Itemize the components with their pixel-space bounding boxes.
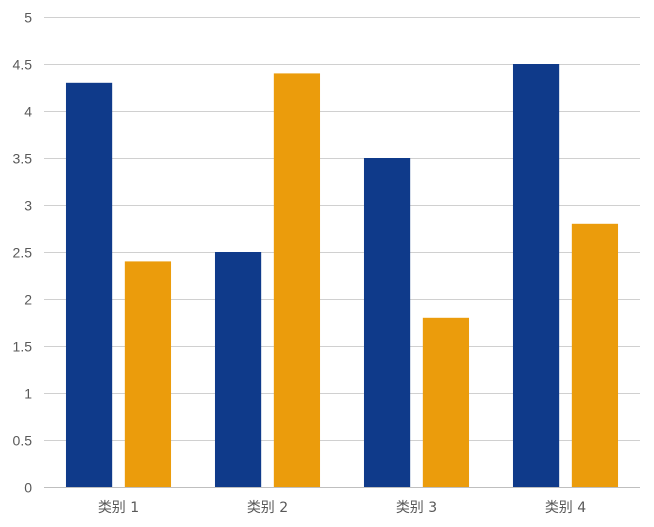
bar-series-2-category-4	[571, 223, 619, 488]
y-tick-label: 0.5	[13, 433, 33, 449]
y-tick-label: 4.5	[13, 57, 33, 73]
y-tick-label: 0	[24, 480, 32, 496]
x-category-label: 类别 4	[545, 500, 586, 516]
x-category-label: 类别 1	[98, 500, 139, 516]
y-tick-label: 2.5	[13, 245, 33, 261]
y-axis-tick-labels: 0 0.5 1 1.5 2 2.5 3 3.5 4 4.5 5	[13, 10, 33, 496]
y-tick-label: 2	[24, 292, 32, 308]
bar-series-1-category-2	[214, 252, 262, 487]
x-category-label: 类别 2	[247, 500, 288, 516]
bar-series-1-category-3	[363, 158, 411, 487]
y-tick-label: 3	[24, 198, 32, 214]
bar-series-1-category-1	[65, 82, 113, 488]
x-category-label: 类别 3	[396, 500, 437, 516]
y-tick-label: 3.5	[13, 151, 33, 167]
bar-series-2-category-3	[422, 317, 470, 487]
x-axis-category-labels: 类别 1 类别 2 类别 3 类别 4	[98, 500, 586, 516]
y-tick-label: 1.5	[13, 339, 33, 355]
bar-series-2-category-1	[124, 261, 172, 487]
bars	[65, 64, 619, 488]
y-tick-label: 1	[24, 386, 32, 402]
bar-series-1-category-4	[512, 64, 560, 487]
y-tick-label: 5	[24, 10, 32, 26]
y-tick-label: 4	[24, 104, 32, 120]
bar-series-2-category-2	[273, 73, 321, 488]
